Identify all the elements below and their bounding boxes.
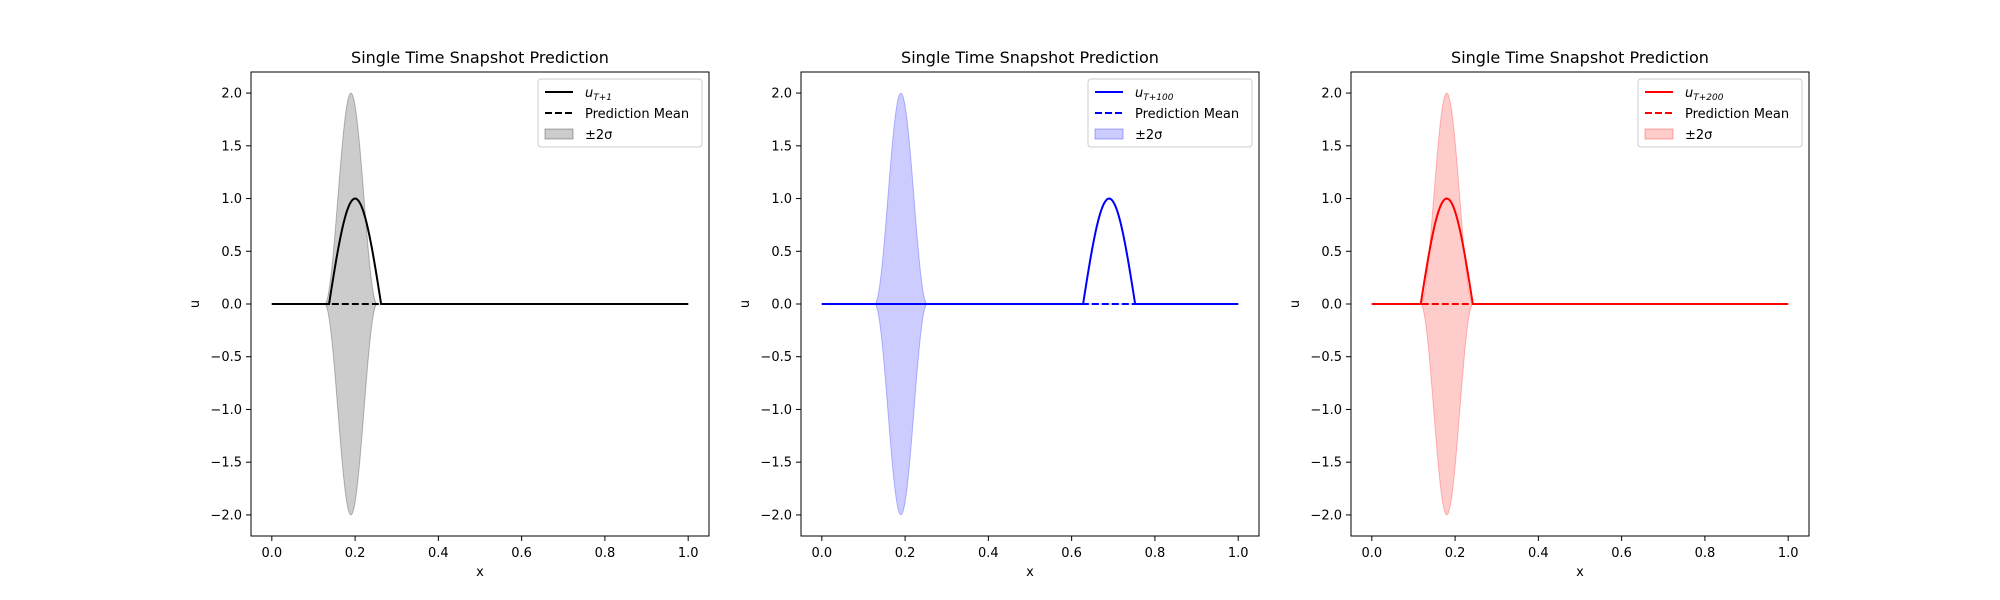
legend-box <box>1087 78 1253 148</box>
x-tick-label: 0.6 <box>1611 546 1632 561</box>
y-tick-label: −1.5 <box>760 456 792 471</box>
legend-label: uT+100 <box>1135 86 1174 103</box>
x-axis-label: x <box>1576 565 1584 580</box>
legend-box <box>1637 78 1803 148</box>
x-tick-label: 1.0 <box>678 546 699 561</box>
y-tick-label: −1.0 <box>760 403 792 418</box>
y-axis-label: u <box>188 300 203 308</box>
y-tick-label: 2.0 <box>221 87 242 102</box>
x-tick-label: 0.0 <box>811 546 832 561</box>
legend-label-subscript: T+200 <box>1693 93 1723 103</box>
legend-label: uT+200 <box>1685 86 1724 103</box>
legend-label-main: u <box>1685 86 1693 101</box>
x-tick-label: 0.4 <box>428 546 449 561</box>
y-tick-label: 1.0 <box>771 192 792 207</box>
y-tick-label: −0.5 <box>760 350 792 365</box>
x-tick-label: 0.2 <box>895 546 916 561</box>
y-tick-label: 1.0 <box>1321 192 1342 207</box>
legend-label-main: u <box>585 86 593 101</box>
y-tick-label: 0.0 <box>221 298 242 313</box>
y-tick-label: 2.0 <box>771 87 792 102</box>
x-tick-label: 0.2 <box>1445 546 1466 561</box>
legend-label-subscript: T+1 <box>593 93 612 103</box>
y-tick-label: −2.0 <box>1310 508 1342 523</box>
x-tick-label: 1.0 <box>1228 546 1249 561</box>
x-axis-label: x <box>1026 565 1034 580</box>
x-axis-label: x <box>476 565 484 580</box>
y-tick-label: −1.5 <box>1310 456 1342 471</box>
y-tick-label: −1.0 <box>210 403 242 418</box>
x-tick-label: 0.8 <box>595 546 616 561</box>
legend: uT+200 Prediction Mean ±2σ <box>1637 78 1803 148</box>
x-tick-label: 0.6 <box>511 546 532 561</box>
y-tick-label: −2.0 <box>210 508 242 523</box>
panel-title: Single Time Snapshot Prediction <box>1451 48 1709 67</box>
y-tick-label: 0.0 <box>771 298 792 313</box>
panel-title: Single Time Snapshot Prediction <box>901 48 1159 67</box>
y-tick-label: 1.5 <box>1321 139 1342 154</box>
chart-panel-3: 0.0 0.2 0.4 0.6 0.8 1.0 2.0 1.5 1.0 0.5 0.0 −0.5 −1.… <box>1288 48 1810 580</box>
x-tick-label: 0.0 <box>1361 546 1382 561</box>
panel-title: Single Time Snapshot Prediction <box>351 48 609 67</box>
legend-label-main: u <box>1135 86 1143 101</box>
legend-swatch-band <box>1644 128 1674 140</box>
x-tick-label: 0.4 <box>1528 546 1549 561</box>
y-tick-label: −2.0 <box>760 508 792 523</box>
legend: uT+1 Prediction Mean ±2σ <box>537 78 703 148</box>
x-tick-label: 0.4 <box>978 546 999 561</box>
y-tick-label: 0.0 <box>1321 298 1342 313</box>
y-tick-label: 1.0 <box>221 192 242 207</box>
y-axis-label: u <box>1288 300 1303 308</box>
y-tick-label: 1.5 <box>221 139 242 154</box>
x-tick-label: 0.2 <box>345 546 366 561</box>
legend-label: ±2σ <box>1135 128 1162 143</box>
y-tick-label: −0.5 <box>1310 350 1342 365</box>
legend-label: ±2σ <box>1685 128 1712 143</box>
y-tick-label: 0.5 <box>771 245 792 260</box>
chart-panel-1: 0.0 0.2 0.4 0.6 0.8 1.0 2.0 1.5 1.0 0.5 0.0 −0.5 −1.… <box>188 48 710 580</box>
y-tick-label: −1.5 <box>210 456 242 471</box>
legend-label: Prediction Mean <box>585 107 689 122</box>
y-tick-label: 1.5 <box>771 139 792 154</box>
legend-swatch-band <box>1094 128 1124 140</box>
x-tick-label: 0.8 <box>1145 546 1166 561</box>
y-tick-label: 0.5 <box>221 245 242 260</box>
y-tick-label: 2.0 <box>1321 87 1342 102</box>
legend-label-subscript: T+100 <box>1143 93 1173 103</box>
x-tick-label: 0.0 <box>261 546 282 561</box>
y-tick-label: 0.5 <box>1321 245 1342 260</box>
legend: uT+100 Prediction Mean ±2σ <box>1087 78 1253 148</box>
y-axis-label: u <box>738 300 753 308</box>
legend-label: Prediction Mean <box>1135 107 1239 122</box>
x-tick-label: 0.8 <box>1695 546 1716 561</box>
legend-swatch-band <box>544 128 574 140</box>
legend-box <box>537 78 703 148</box>
legend-label: uT+1 <box>585 86 612 103</box>
chart-panel-2: 0.0 0.2 0.4 0.6 0.8 1.0 2.0 1.5 1.0 0.5 0.0 −0.5 −1.… <box>738 48 1260 580</box>
legend-label: ±2σ <box>585 128 612 143</box>
legend-label: Prediction Mean <box>1685 107 1789 122</box>
x-tick-label: 1.0 <box>1778 546 1799 561</box>
x-tick-label: 0.6 <box>1061 546 1082 561</box>
y-tick-label: −1.0 <box>1310 403 1342 418</box>
y-tick-label: −0.5 <box>210 350 242 365</box>
